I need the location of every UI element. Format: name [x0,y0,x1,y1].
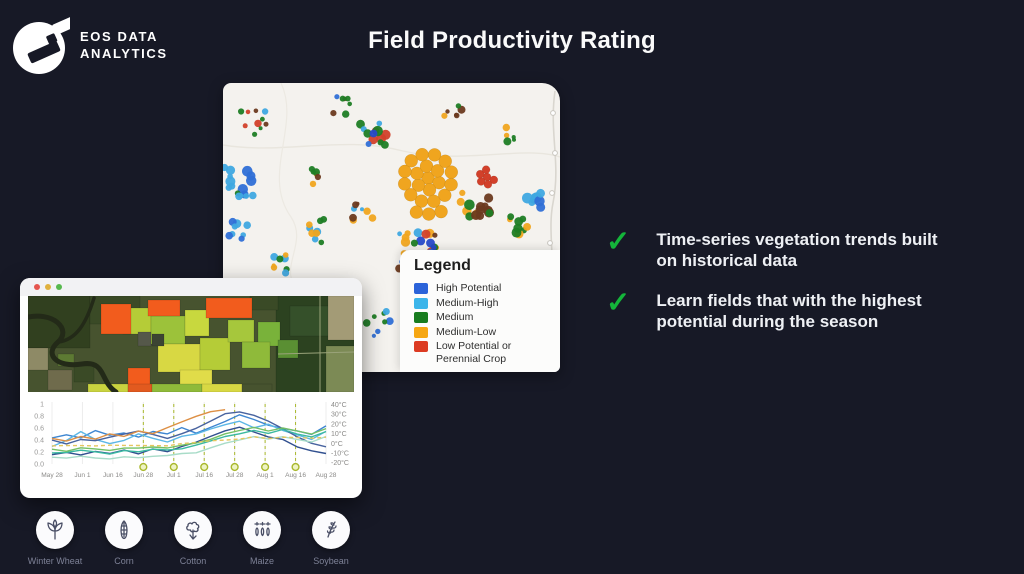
y-right-tick: 10°C [331,430,347,438]
logo-line1: EOS DATA [80,29,159,44]
y-right-tick: 30°C [331,411,347,419]
crop-circle[interactable] [105,511,143,549]
crop-chip-maize[interactable]: Maize [233,511,291,566]
x-axis-label: Jul 28 [226,472,244,479]
checkmark-icon: ✓ [606,287,631,319]
legend-item: Medium-High [414,297,550,310]
crop-chip-corn[interactable]: Corn [95,511,153,566]
crop-circle[interactable] [174,511,212,549]
legend-item: High Potential [414,282,550,295]
wheat-icon [47,519,63,540]
satellite-field-map [28,296,354,392]
y-left-tick: 0.6 [34,426,44,433]
legend-label: Low Potential or Perennial Crop [436,340,512,365]
x-axis-label: Jun 28 [133,472,153,479]
crop-circle[interactable] [36,511,74,549]
minimize-window-icon[interactable] [45,284,51,290]
crop-label: Winter Wheat [27,556,83,566]
series-palegreen-vi [51,435,327,460]
feature-checklist: ✓ Time-series vegetation trends built on … [606,226,986,332]
crop-chip-winter-wheat[interactable]: Winter Wheat [26,511,84,566]
crop-label: Corn [114,556,134,566]
corn-icon [120,520,128,540]
logo-line2: ANALYTICS [80,46,168,61]
x-axis-label: May 28 [41,472,63,479]
cotton-icon [186,521,200,540]
series-orange-vi [51,409,226,442]
legend-swatch [414,297,428,309]
crop-circle[interactable] [312,511,350,549]
y-left-tick: 1 [40,402,44,409]
satellite-icon [13,16,70,74]
maximize-window-icon[interactable] [56,284,62,290]
checklist-item: ✓ Learn fields that with the highest pote… [606,287,986,332]
y-right-tick: -10°C [331,450,349,458]
series-yellow-dashed [51,436,327,447]
legend-swatch [414,312,428,323]
legend-label: Medium [436,311,474,323]
y-right-tick: 0°C [331,440,343,448]
legend-label: Medium-High [436,296,499,309]
legend-swatch [414,326,428,338]
crop-label: Soybean [313,556,349,566]
field-map-canvas [28,296,354,392]
soybean-icon [326,521,337,538]
series-lightblue-vi [51,420,327,448]
legend-title: Legend [414,257,471,274]
y-right-tick: 20°C [331,420,347,428]
app-window: 1 0.8 0.6 0.4 0.2 0.0 40°C 30°C 20°C 10°C 0°C -10°C… [20,278,362,498]
checklist-text: Learn fields that with the highest poten… [656,291,922,331]
crop-chip-cotton[interactable]: Cotton [164,511,222,566]
y-left-tick: 0.0 [34,462,44,469]
maize-icon [254,521,271,537]
logo-text: EOS DATA ANALYTICS [80,28,168,62]
legend-item: Low Potential or Perennial Crop [414,340,550,365]
checkmark-icon: ✓ [606,226,631,258]
crop-list: Winter Wheat Corn Cotton Maize Soybean [26,511,360,566]
x-axis-label: Aug 16 [285,472,306,479]
legend-label: Medium-Low [436,325,497,338]
y-left-tick: 0.8 [34,414,44,421]
x-axis-label: Jun 1 [74,472,90,479]
y-left-tick: 0.4 [34,438,44,445]
legend-swatch [414,341,428,352]
x-axis-label: Aug 28 [316,472,337,479]
legend-rows: High Potential Medium-High Medium Medium-Lo… [414,282,550,365]
series-green-vi [51,426,327,452]
checklist-text: Time-series vegetation trends built on h… [656,230,938,270]
crop-label: Maize [249,556,274,566]
x-axis-label: Aug 1 [256,472,274,479]
y-right-tick: 40°C [331,401,347,409]
legend-item: Medium-Low [414,326,550,339]
timeseries-chart: 1 0.8 0.6 0.4 0.2 0.0 40°C 30°C 20°C 10°C 0°C -10°C… [28,392,354,492]
checklist-item: ✓ Time-series vegetation trends built on … [606,226,986,271]
series-steel-vi [51,411,327,448]
legend-label: High Potential [436,282,502,294]
crop-circle[interactable] [243,511,281,549]
series-teal-vi [51,428,327,455]
y-right-tick: -20°C [331,459,349,467]
window-titlebar [20,278,362,296]
eos-logo: EOS DATA ANALYTICS [8,14,168,76]
legend-item: Medium [414,311,550,324]
y-left-tick: 0.2 [34,450,44,457]
crop-chip-soybean[interactable]: Soybean [302,511,360,566]
x-axis-label: Jul 1 [167,472,181,479]
productivity-map: Legend High Potential Medium-High Medium Me… [223,83,560,372]
crop-label: Cotton [179,556,207,566]
close-window-icon[interactable] [34,284,40,290]
x-axis-label: Jun 16 [103,472,123,479]
x-axis-label: Jul 16 [195,472,213,479]
legend-swatch [414,283,428,294]
map-legend: Legend High Potential Medium-High Medium Me… [400,250,560,372]
page-title: Field Productivity Rating [368,27,656,54]
chart-canvas: 1 0.8 0.6 0.4 0.2 0.0 40°C 30°C20°C 10°C 0°C -10°C… [34,401,349,479]
